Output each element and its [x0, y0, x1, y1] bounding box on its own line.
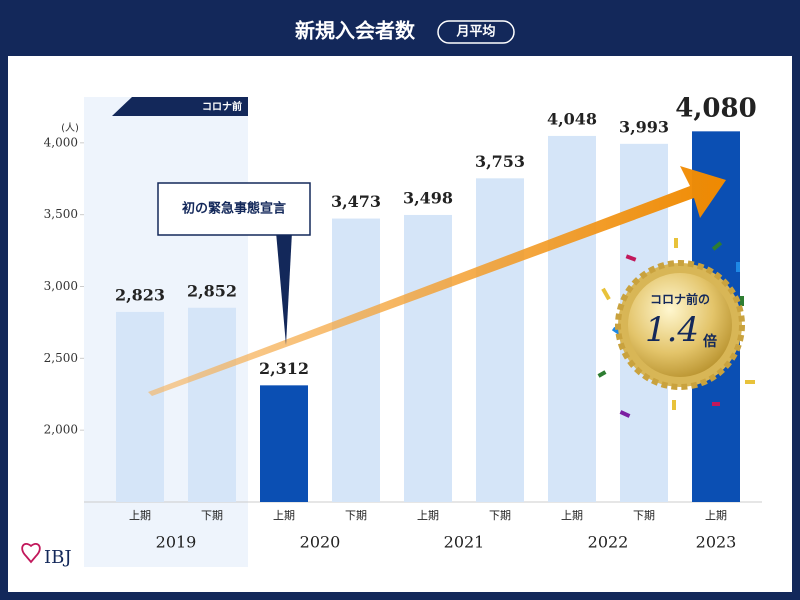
bar: [332, 218, 380, 503]
growth-arrow: [148, 166, 726, 396]
bar: [260, 385, 308, 502]
y-tick-label: 3,000: [44, 279, 78, 293]
medal-ratio: 1.4: [645, 310, 699, 350]
value-label: 2,823: [115, 285, 165, 304]
value-label: 4,080: [675, 93, 756, 123]
callout-text: 初の緊急事態宣言: [182, 201, 286, 217]
logo: IBJ: [44, 547, 72, 568]
x-tick-label: 上期: [561, 509, 583, 522]
y-tick-label: 4,000: [44, 135, 78, 149]
year-label: 2021: [444, 533, 485, 552]
x-tick-label: 下期: [345, 509, 367, 522]
bar: [476, 178, 524, 502]
confetti: [597, 238, 755, 418]
value-label: 3,993: [619, 117, 669, 136]
value-label: 2,312: [259, 359, 309, 378]
x-tick-label: 上期: [705, 509, 727, 522]
bar: [116, 311, 164, 502]
x-tick-label: 上期: [273, 509, 295, 522]
subtitle-badge: [437, 20, 515, 44]
pre-covid-arrow: [112, 97, 248, 116]
y-tick-label: 2,500: [44, 351, 78, 365]
y-tick-label: 3,500: [44, 207, 78, 221]
x-tick-label: 下期: [633, 509, 655, 522]
x-tick-label: 上期: [417, 509, 439, 522]
y-unit: (人): [61, 122, 79, 134]
bar: [548, 135, 596, 503]
callout-pointer: [276, 232, 292, 345]
year-label: 2020: [300, 533, 341, 552]
chart-title: 新規入会者数: [295, 19, 416, 43]
value-label: 3,498: [403, 188, 453, 207]
bar: [188, 307, 236, 502]
medal-unit: 倍: [703, 333, 717, 350]
year-label: 2023: [696, 533, 737, 552]
year-label: 2022: [588, 533, 629, 552]
value-label: 2,852: [187, 281, 237, 300]
year-label: 2019: [156, 533, 197, 552]
medal: [628, 273, 732, 377]
value-label: 3,753: [475, 152, 525, 171]
callout-box: [157, 182, 311, 236]
x-tick-label: 下期: [489, 509, 511, 522]
x-tick-label: 上期: [129, 509, 151, 522]
value-label: 4,048: [547, 109, 597, 128]
x-tick-label: 下期: [201, 509, 223, 522]
chart-subtitle: 月平均: [455, 24, 495, 40]
value-label: 3,473: [331, 192, 381, 211]
logo-heart: [21, 543, 41, 564]
bar: [404, 214, 452, 503]
pre-covid-label: コロナ前: [202, 100, 242, 113]
medal-top: コロナ前の: [650, 292, 710, 307]
y-tick-label: 2,000: [44, 423, 78, 437]
